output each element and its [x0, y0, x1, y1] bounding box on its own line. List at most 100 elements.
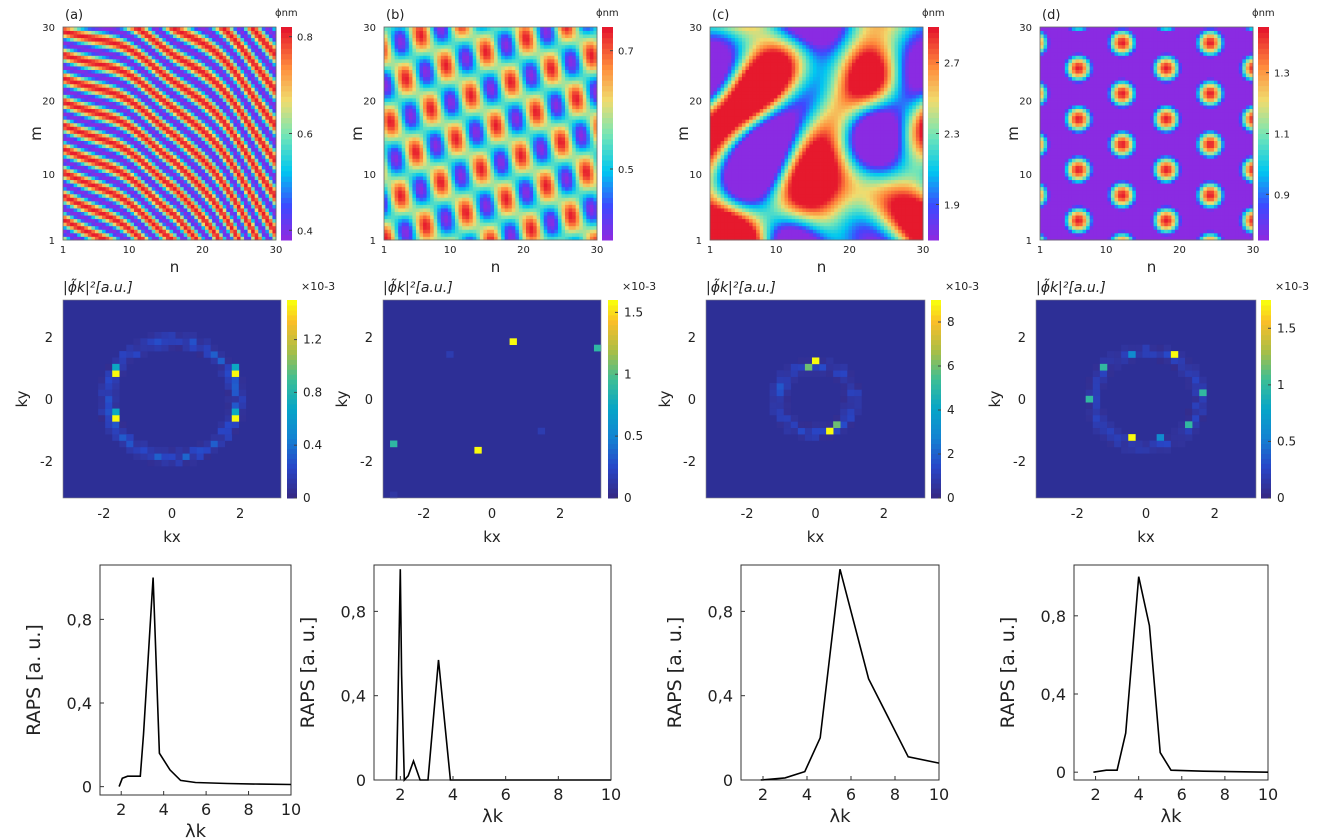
heatmap-cell	[112, 119, 117, 124]
heatmap-cell	[215, 87, 220, 92]
heatmap-cell	[451, 183, 456, 188]
heatmap-cell	[180, 66, 185, 70]
heatmap-cell	[180, 87, 185, 92]
heatmap-cell	[134, 225, 138, 230]
heatmap-cell	[244, 140, 248, 145]
heatmap-cell	[251, 58, 256, 63]
heatmap-cell	[236, 76, 241, 81]
heatmap-cell	[458, 183, 463, 188]
heatmap-cell	[387, 193, 392, 198]
heatmap-cell	[251, 83, 256, 88]
heatmap-cell	[394, 179, 399, 184]
heatmap-cell	[173, 197, 177, 202]
heatmap-cell	[412, 58, 417, 63]
heatmap-cell	[73, 144, 78, 149]
heatmap-cell	[444, 62, 449, 67]
heatmap-cell	[444, 122, 449, 127]
heatmap-cell	[102, 204, 106, 209]
heatmap-cell	[162, 215, 167, 220]
heatmap-cell	[98, 158, 103, 163]
heatmap-cell	[408, 126, 413, 131]
heatmap-cell	[212, 133, 217, 138]
heatmap-cell	[134, 197, 138, 202]
heatmap-cell	[190, 55, 195, 60]
heatmap-cell	[123, 169, 128, 173]
heatmap-cell	[148, 154, 153, 159]
heatmap-cell	[384, 183, 388, 188]
heatmap-cell	[119, 137, 124, 141]
heatmap-cell	[458, 133, 463, 138]
heatmap-cell	[190, 122, 195, 127]
heatmap-cell	[384, 186, 388, 191]
heatmap-cell	[423, 44, 427, 49]
heatmap-cell	[173, 87, 177, 92]
heatmap-cell	[73, 133, 78, 138]
heatmap-cell	[137, 165, 142, 170]
heatmap-cell	[265, 215, 270, 220]
heatmap-cell	[194, 66, 199, 70]
heatmap-cell	[63, 94, 67, 99]
heatmap-cell	[84, 69, 89, 74]
heatmap-cell	[116, 147, 121, 152]
heatmap-cell	[176, 126, 181, 131]
heatmap-cell	[244, 133, 248, 138]
heatmap-cell	[162, 27, 167, 31]
heatmap-cell	[63, 190, 67, 195]
heatmap-cell	[272, 48, 277, 53]
heatmap-cell	[433, 197, 438, 202]
heatmap-cell	[268, 154, 273, 159]
heatmap-cell	[398, 129, 403, 134]
heatmap-cell	[155, 27, 160, 31]
heatmap-cell	[384, 190, 388, 195]
heatmap-cell	[63, 236, 67, 241]
heatmap-cell	[87, 190, 92, 195]
heatmap-cell	[87, 172, 92, 177]
heatmap-cell	[212, 222, 217, 227]
heatmap-cell	[433, 76, 438, 81]
heatmap-cell	[91, 154, 96, 159]
heatmap-cell	[387, 98, 392, 102]
heatmap-cell	[112, 236, 117, 241]
heatmap-cell	[387, 55, 392, 60]
heatmap-cell	[254, 48, 259, 53]
heatmap-cell	[205, 115, 209, 120]
heatmap-cell	[458, 229, 463, 234]
heatmap-cell	[116, 232, 121, 237]
heatmap-cell	[91, 208, 96, 212]
heatmap-cell	[84, 122, 89, 127]
heatmap-cell	[134, 80, 138, 85]
heatmap-cell	[447, 122, 452, 127]
heatmap-cell	[244, 165, 248, 170]
heatmap-cell	[169, 105, 174, 110]
heatmap-cell	[222, 211, 227, 216]
heatmap-cell	[173, 98, 177, 102]
heatmap-cell	[265, 98, 270, 102]
heatmap-cell	[272, 169, 277, 173]
heatmap-cell	[112, 55, 117, 60]
heatmap-cell	[440, 101, 445, 106]
heatmap-cell	[173, 165, 177, 170]
heatmap-cell	[205, 119, 209, 124]
heatmap-cell	[169, 158, 174, 163]
heatmap-cell	[173, 183, 177, 188]
heatmap-cell	[63, 51, 67, 56]
heatmap-cell	[137, 58, 142, 63]
heatmap-cell	[222, 122, 227, 127]
heatmap-cell	[268, 44, 273, 49]
heatmap-cell	[109, 119, 114, 124]
heatmap-cell	[162, 151, 167, 156]
heatmap-cell	[102, 94, 106, 99]
heatmap-cell	[222, 37, 227, 42]
heatmap-cell	[141, 108, 146, 113]
heatmap-cell	[426, 83, 431, 88]
heatmap-cell	[87, 101, 92, 106]
heatmap-cell	[458, 115, 463, 120]
heatmap-cell	[219, 108, 224, 113]
heatmap-cell	[169, 27, 174, 31]
heatmap-cell	[219, 58, 224, 63]
heatmap-cell	[201, 119, 206, 124]
heatmap-cell	[162, 193, 167, 198]
heatmap-cell	[215, 151, 220, 156]
heatmap-cell	[183, 112, 188, 117]
heatmap-cell	[102, 158, 106, 163]
